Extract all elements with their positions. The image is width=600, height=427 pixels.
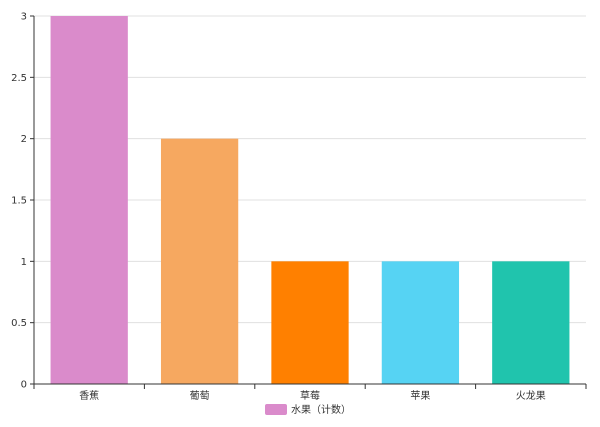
x-category-label: 火龙果	[516, 389, 546, 402]
bar[interactable]	[50, 16, 128, 384]
bar-layer	[50, 16, 570, 384]
bar[interactable]	[381, 261, 460, 384]
x-category-label: 香蕉	[79, 390, 99, 402]
y-tick-label: 1.5	[11, 196, 27, 207]
bar[interactable]	[492, 261, 570, 384]
y-tick-label: 0.5	[11, 318, 27, 329]
x-category-label: 苹果	[410, 389, 430, 402]
legend[interactable]: 水果（计数）	[265, 403, 351, 416]
y-tick-label: 1	[21, 257, 27, 268]
legend-swatch[interactable]	[265, 404, 287, 415]
y-tick-label: 2.5	[11, 73, 27, 84]
x-category-label: 葡萄	[190, 389, 210, 402]
x-category-label: 草莓	[300, 390, 320, 402]
legend-label[interactable]: 水果（计数）	[291, 403, 351, 416]
y-tick-label: 2	[21, 134, 27, 145]
bar[interactable]	[271, 261, 349, 384]
y-tick-label: 3	[21, 12, 27, 23]
bar[interactable]	[160, 138, 239, 384]
axis-layer: 0 0.5 1 1.5 2 2.5 3 香蕉 葡萄 草莓 苹果 火龙果	[11, 12, 587, 402]
y-tick-label: 0	[21, 380, 27, 391]
